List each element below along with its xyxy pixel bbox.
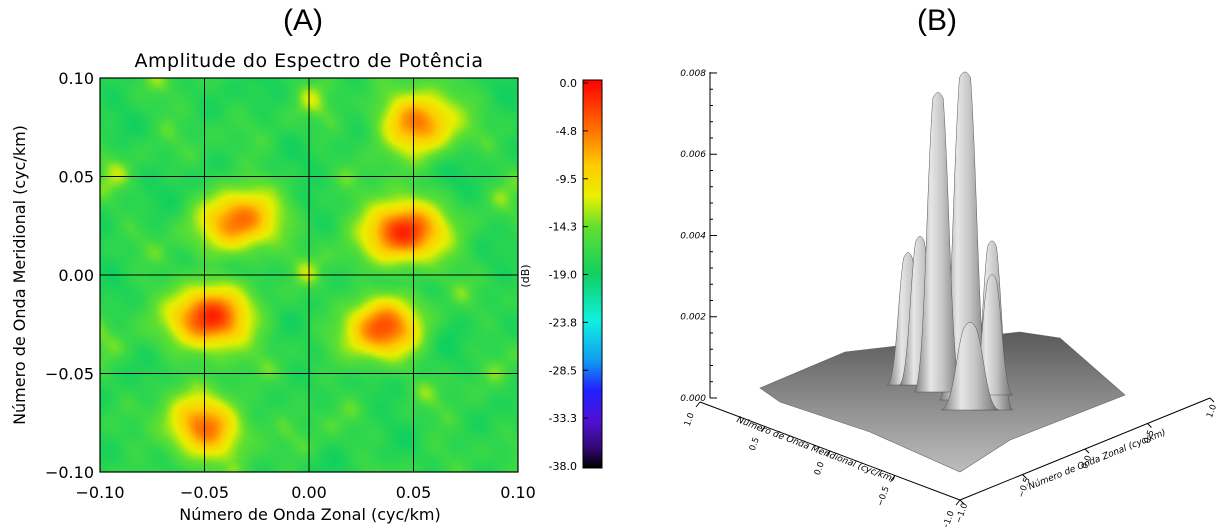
- colorbar-tick-label: -38.0: [549, 460, 577, 473]
- z-tick-label: 0.000: [680, 394, 706, 404]
- surface-y-tick: [825, 450, 831, 457]
- surface-x-tick: [1147, 423, 1152, 428]
- colorbar-tick-label: -4.8: [556, 125, 577, 138]
- heatmap-chart: −0.10 −0.05 0.00 0.05 0.10 0.10 0.05 0.00 −0.05 −…: [10, 69, 603, 524]
- y-tick-label: 0.10: [58, 69, 94, 88]
- surface-y-tick-label: 0.0: [813, 461, 827, 477]
- surface-x-tick-label: 0.5: [1143, 429, 1157, 445]
- surface-x-tick: [1022, 474, 1027, 479]
- colorbar-tick-label: -19.0: [549, 269, 577, 282]
- colorbar-tick-label: -23.8: [549, 316, 577, 329]
- surface-x-tick-label: 1.0: [1205, 403, 1219, 419]
- surface-y-tick: [695, 401, 701, 408]
- surface-peak: [941, 322, 999, 411]
- x-tick-label: 0.00: [291, 483, 327, 502]
- x-axis-label: Número de Onda Zonal (cyc/km): [179, 505, 441, 524]
- colorbar-unit-label: (dB): [519, 264, 532, 287]
- surface-x-tick: [1084, 448, 1090, 454]
- x-tick-label: 0.05: [396, 483, 432, 502]
- y-tick-label: −0.10: [45, 463, 94, 482]
- panel-b-label: (B): [917, 4, 957, 37]
- surface-x-tick: [1209, 397, 1215, 403]
- surface-x-tick-label: 0.0: [1080, 454, 1094, 470]
- surface-chart: 0.000 0.002 0.004 0.006 0.008 1.0 0.5 0.0 −0.5 −…: [680, 69, 1219, 527]
- x-tick-label: 0.10: [500, 483, 536, 502]
- z-tick-label: 0.002: [680, 313, 706, 323]
- y-tick-label: −0.05: [45, 365, 94, 384]
- z-tick-label: 0.004: [680, 231, 706, 241]
- surface-x-tick-label: −1.0: [954, 502, 970, 525]
- surface-peak: [913, 92, 963, 393]
- x-tick-label: −0.05: [180, 483, 229, 502]
- x-tick-label: −0.10: [75, 483, 124, 502]
- z-tick-label: 0.006: [680, 150, 706, 160]
- y-tick-label: 0.05: [58, 168, 94, 187]
- y-tick-label: 0.00: [58, 266, 94, 285]
- surface-y-tick: [890, 475, 896, 481]
- colorbar-tick-label: -9.5: [556, 173, 577, 186]
- surface-x-axis-label: Número de Onda Zonal (cyc/km): [1027, 428, 1167, 492]
- surface-y-tick: [760, 426, 766, 432]
- colorbar-tick-label: 0.0: [560, 77, 578, 90]
- z-tick-label: 0.008: [680, 69, 706, 79]
- y-axis-label: Número de Onda Meridional (cyc/km): [10, 125, 29, 425]
- surface-y-tick-label: −0.5: [875, 485, 891, 508]
- surface-y-tick: [955, 499, 961, 506]
- surface-y-tick-label: 1.0: [683, 412, 697, 428]
- colorbar-tick-label: -14.3: [549, 221, 577, 234]
- colorbar-tick-label: -28.5: [549, 364, 577, 377]
- colorbar-tick-label: -33.3: [549, 412, 577, 425]
- heatmap-title: Amplitude do Espectro de Potência: [134, 50, 484, 72]
- surface-x-tick: [959, 499, 965, 505]
- panel-a-label: (A): [283, 4, 323, 37]
- surface-y-tick-label: 0.5: [748, 436, 762, 452]
